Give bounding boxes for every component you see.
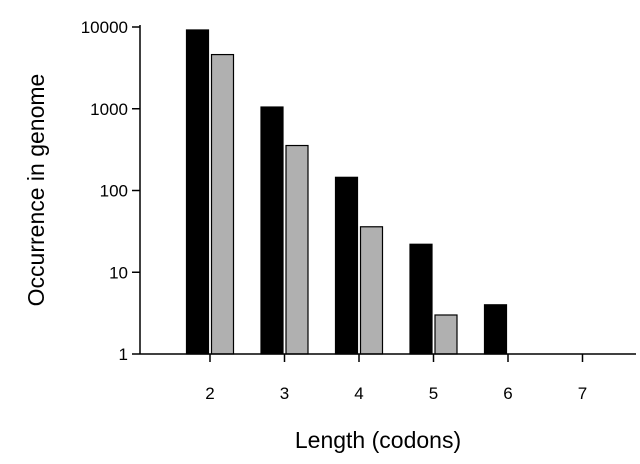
- bar-gray-2: [210, 53, 235, 355]
- x-tick-label: 5: [429, 384, 438, 403]
- bar-black-2: [185, 29, 210, 355]
- x-axis-ticks: 2 3 4 5 6 7: [205, 354, 587, 403]
- x-tick-label: 4: [354, 384, 363, 403]
- bar-gray-5: [434, 314, 458, 355]
- bars: [185, 29, 508, 355]
- x-tick-label: 3: [280, 384, 289, 403]
- y-tick-label: 1000: [90, 100, 128, 119]
- bar-black-3: [260, 106, 284, 355]
- bar-black-6: [483, 304, 508, 355]
- bar-gray-3: [285, 144, 309, 355]
- y-tick-label: 1: [119, 345, 128, 364]
- x-tick-label: 2: [205, 384, 214, 403]
- x-axis-title: Length (codons): [295, 427, 461, 453]
- y-axis-title: Occurrence in genome: [23, 74, 49, 307]
- bar-black-5: [409, 243, 433, 355]
- x-tick-label: 7: [578, 384, 587, 403]
- y-tick-label: 100: [100, 182, 128, 201]
- y-axis-ticks: 1 10 100 1000 10000: [81, 18, 140, 364]
- bar-gray-4: [359, 226, 384, 355]
- y-tick-label: 10000: [81, 18, 128, 37]
- bar-black-4: [334, 176, 359, 355]
- x-tick-label: 6: [503, 384, 512, 403]
- y-tick-label: 10: [109, 263, 128, 282]
